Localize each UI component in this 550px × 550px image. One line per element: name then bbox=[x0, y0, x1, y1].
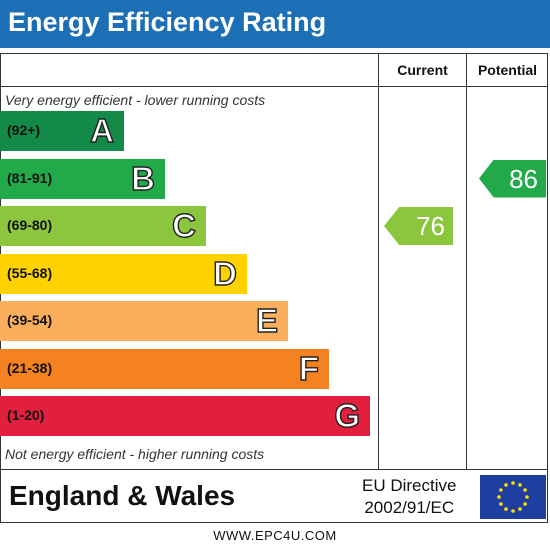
potential-rating-value: 86 bbox=[509, 163, 538, 194]
band-range-label: (21-38) bbox=[7, 359, 53, 376]
eu-directive: EU Directive 2002/91/EC bbox=[362, 475, 456, 519]
eu-star-icon bbox=[504, 507, 508, 511]
eu-star-icon bbox=[511, 481, 515, 485]
band-d: (55-68) D bbox=[0, 253, 247, 294]
website-label: WWW.EPC4U.COM bbox=[213, 528, 337, 543]
band-range-label: (69-80) bbox=[7, 217, 53, 233]
divider-current bbox=[378, 53, 379, 470]
band-letter-label: B bbox=[130, 159, 155, 197]
efficient-note: Very energy efficient - lower running co… bbox=[5, 92, 266, 108]
eu-flag-icon bbox=[480, 475, 546, 519]
band-g: (1-20) G bbox=[0, 396, 370, 436]
eu-star-icon bbox=[499, 488, 503, 492]
eu-directive-number: 2002/91/EC bbox=[364, 498, 455, 517]
eu-star-icon bbox=[518, 507, 522, 511]
band-letter-label: D bbox=[212, 254, 237, 292]
band-e: (39-54) E bbox=[0, 301, 288, 341]
band-a: (92+) A bbox=[0, 111, 124, 151]
eu-stars-icon bbox=[497, 481, 529, 513]
band-range-label: (92+) bbox=[7, 122, 41, 138]
current-rating-arrow: 76 bbox=[384, 207, 453, 245]
footer-rule bbox=[0, 469, 548, 470]
band-letter-label: G bbox=[334, 396, 361, 434]
eu-star-icon bbox=[497, 495, 501, 499]
band-range-label: (1-20) bbox=[7, 407, 45, 423]
eu-star-icon bbox=[523, 488, 527, 492]
chart-title: Energy Efficiency Rating bbox=[8, 7, 327, 37]
current-column-header: Current bbox=[397, 62, 448, 78]
eu-directive-title: EU Directive bbox=[362, 476, 457, 495]
header-rule bbox=[0, 86, 548, 87]
region-label: England & Wales bbox=[9, 480, 236, 511]
band-f: (21-38) F bbox=[0, 348, 329, 389]
band-b: (81-91) B bbox=[0, 158, 165, 199]
potential-column-header: Potential bbox=[477, 62, 538, 78]
eu-star-icon bbox=[518, 483, 522, 487]
band-c: (69-80) C bbox=[0, 206, 206, 246]
divider-potential bbox=[466, 53, 467, 470]
band-letter-label: F bbox=[298, 349, 320, 387]
band-letter-label: C bbox=[171, 206, 196, 244]
eu-star-icon bbox=[511, 509, 515, 513]
header-bar: Energy Efficiency Rating bbox=[0, 0, 550, 48]
eu-star-icon bbox=[523, 502, 527, 506]
current-rating-value: 76 bbox=[416, 211, 445, 241]
band-letter-label: E bbox=[255, 301, 278, 339]
band-range-label: (81-91) bbox=[7, 169, 53, 186]
band-letter-label: A bbox=[89, 111, 114, 149]
eu-star-icon bbox=[504, 483, 508, 487]
band-range-label: (55-68) bbox=[7, 264, 53, 281]
inefficient-note: Not energy efficient - higher running co… bbox=[5, 446, 265, 462]
eu-star-icon bbox=[499, 502, 503, 506]
band-range-label: (39-54) bbox=[7, 312, 53, 328]
potential-rating-arrow: 86 bbox=[479, 159, 546, 198]
eu-star-icon bbox=[525, 495, 529, 499]
